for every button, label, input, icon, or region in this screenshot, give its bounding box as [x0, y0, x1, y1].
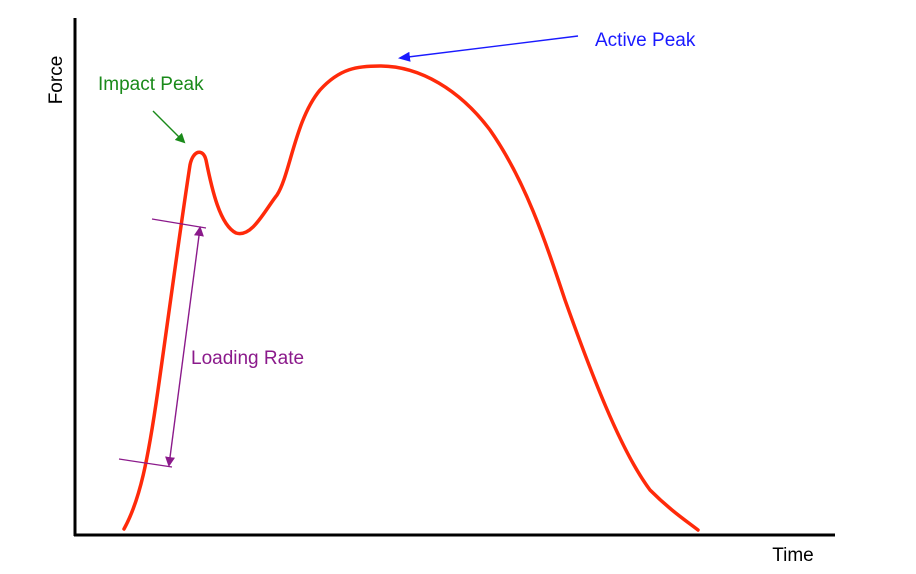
- x-axis-label: Time: [772, 545, 814, 566]
- loading-rate-arrow: [165, 226, 204, 467]
- force-curve: [122, 64, 700, 532]
- loading-rate-label: Loading Rate: [191, 348, 304, 369]
- active-peak-arrow: [398, 35, 579, 62]
- impact-peak-arrow: [152, 110, 186, 144]
- y-axis-label: Force: [46, 56, 67, 105]
- loading-rate-tick-top: [151, 218, 207, 229]
- loading-rate-tick-bottom: [118, 458, 173, 468]
- impact-peak-label: Impact Peak: [98, 74, 204, 95]
- active-peak-label: Active Peak: [595, 30, 696, 51]
